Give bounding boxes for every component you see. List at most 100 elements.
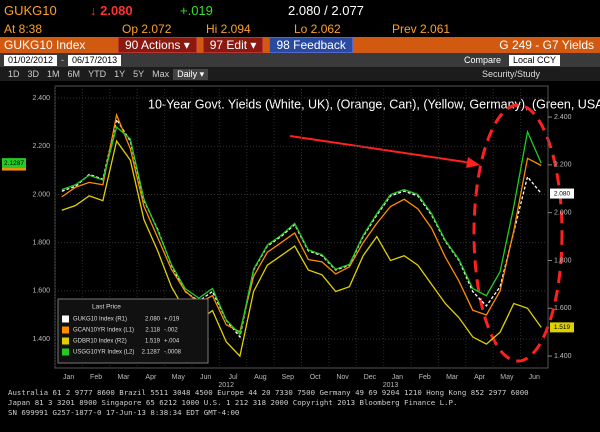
x-tick-label: May [172,374,186,381]
period-button[interactable]: 1M [47,69,60,79]
actions-button[interactable]: 90 Actions ▾ [118,37,197,53]
x-tick-label: Feb [419,374,431,381]
chart: 10-Year Govt. Yields (White, UK), (Orang… [0,81,600,388]
legend-box [57,298,209,364]
x-tick-label: May [500,374,514,381]
x-tick-label: Jan [392,374,403,381]
open: Op 2.072 [122,21,172,36]
y2-tick-label: 1.800 [554,257,572,264]
y-tick-label: 2.000 [32,191,50,198]
legend-last: 2.118 [145,328,160,334]
period-button[interactable]: 6M [67,69,81,79]
range-bar: 01/02/2012 - 06/17/2013 Compare Local CC… [0,53,600,67]
legend-last: 1.519 [145,339,161,345]
last-value-label: 2.1287 [4,160,24,167]
toolbar: GUKG10 Index 90 Actions ▾ 97 Edit ▾ 98 F… [0,37,600,53]
period-button[interactable]: 1D [8,69,20,79]
year-label: 2013 [383,382,399,388]
annotation-arrow [289,135,473,164]
last-price: ↓ 2.080 [90,2,133,18]
period-button[interactable]: 5Y [133,69,145,79]
edit-button[interactable]: 97 Edit ▾ [202,37,264,53]
ticker: GUKG10 [4,2,57,18]
start-date[interactable]: 01/02/2012 [4,54,58,66]
legend-title: Last Price [92,304,121,311]
x-tick-label: Apr [474,374,486,381]
annotation-arrowhead [466,157,480,168]
security: GUKG10 Index [4,38,86,52]
footer: Australia 61 2 9777 8600 Brazil 5511 304… [0,388,600,432]
low: Lo 2.062 [294,21,341,36]
period-button[interactable]: YTD [88,69,107,79]
legend-swatch [62,337,69,345]
legend-name: USGG10YR Index (L2) [73,350,134,356]
period-button[interactable]: 3D [27,69,40,79]
legend-change: +.019 [164,317,180,323]
prev: Prev 2.061 [392,21,451,36]
y-tick-label: 2.400 [32,95,50,102]
last-value-tag [550,322,574,333]
high: Hi 2.094 [206,21,251,36]
period-bar: 1D 3D 1M 6M YTD 1Y 5Y Max Daily ▾ Security/Study [0,67,600,81]
y-tick-label: 1.600 [32,288,50,295]
end-date[interactable]: 06/17/2013 [68,54,122,66]
legend-change: -.0008 [164,350,182,356]
last-value-label: 2.080 [554,190,571,197]
series-line [61,112,542,333]
last-value-label: 1.519 [554,324,571,331]
chart-title: 10-Year Govt. Yields (White, UK), (Orang… [148,97,600,111]
legend-change: +.004 [164,339,180,345]
legend-name: GDBR10 Index (R2) [73,339,127,345]
y2-tick-label: 2.000 [554,210,572,217]
annotation-ellipse [472,103,564,363]
stats-bar: At 8:38 Op 2.072 Hi 2.094 Lo 2.062 Prev … [0,20,600,37]
legend: Last Price GUKG10 Index (R1) 2.080 +.019 GCA… [57,298,209,364]
series-line [61,139,542,358]
legend-swatch [62,348,69,356]
x-tick-label: Jan [63,374,74,381]
y2-tick-label: 2.400 [554,114,572,121]
legend-last: 2.080 [145,317,161,323]
x-tick-label: Sep [282,374,295,381]
y2-tick-label: 1.400 [554,353,572,360]
legend-swatch [62,326,69,334]
series-line [61,125,542,336]
legend-last: 2.1287 [142,350,161,356]
x-tick-label: Apr [145,374,157,381]
study[interactable]: Security/Study [481,69,540,79]
x-tick-label: Oct [310,374,321,381]
x-tick-label: Jun [200,374,211,381]
y-tick-label: 2.200 [32,143,50,150]
x-tick-label: Mar [117,374,130,381]
frequency[interactable]: Daily ▾ [173,68,209,80]
period-button[interactable]: Max [152,69,170,79]
year-label: 2012 [218,382,234,388]
currency[interactable]: Local CCY [508,54,560,66]
legend-change: -.002 [164,328,178,334]
last-value-tag [550,188,574,199]
x-tick-label: Dec [364,374,377,381]
y-tick-label: 1.400 [32,336,50,343]
footer-line: Australia 61 2 9777 8600 Brazil 5511 304… [8,388,529,397]
legend-swatch [62,315,69,323]
last-value-tag [2,158,26,169]
function: G 249 - G7 Yields [499,38,594,52]
time: At 8:38 [4,21,43,36]
feedback-button[interactable]: 98 Feedback [269,37,353,53]
x-tick-label: Nov [336,374,349,381]
y2-tick-label: 1.600 [554,305,572,312]
x-tick-label: Mar [446,374,459,381]
legend-name: GUKG10 Index (R1) [73,317,127,323]
footer-line: SN 699991 G257-1877-0 17-Jun-13 8:38:34 … [8,408,240,417]
x-tick-label: Aug [254,374,267,381]
net-change: +.019 [180,2,213,18]
legend-name: GCAN10YR Index (L1) [73,328,134,334]
x-tick-label: Jun [529,374,540,381]
x-tick-label: Jul [229,374,238,381]
y-tick-label: 1.800 [32,240,50,247]
period-button[interactable]: 1Y [114,69,126,79]
quote-bar: GUKG10 ↓ 2.080 +.019 2.080 / 2.077 [0,0,600,20]
compare[interactable]: Compare [463,55,501,65]
x-tick-label: Feb [90,374,102,381]
